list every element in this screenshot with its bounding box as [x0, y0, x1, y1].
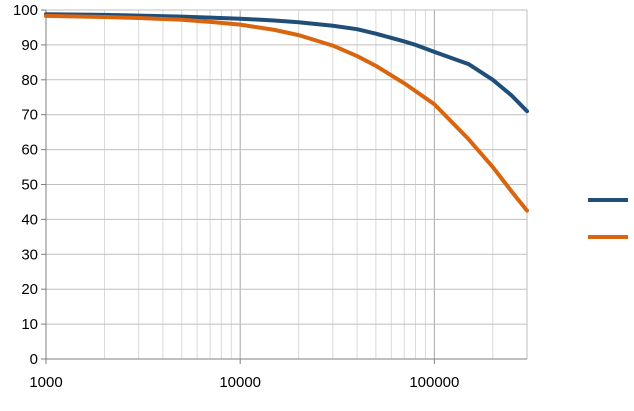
y-tick-label: 80: [21, 72, 38, 89]
series-line-1: [44, 12, 529, 114]
y-tick-label: 60: [21, 142, 38, 159]
axes: [41, 9, 527, 364]
y-tick-label: 50: [21, 177, 38, 194]
y-tick-label: 0: [30, 351, 38, 368]
y-tick-label: 90: [21, 37, 38, 54]
x-tick-labels: 1000 10000 100000: [29, 374, 459, 391]
y-tick-label: 30: [21, 246, 38, 263]
y-tick-labels: 0 10 20 30 40 50 60 70 80 90 100: [13, 2, 38, 368]
y-tick-label: 70: [21, 107, 38, 124]
x-tick-label: 1000: [29, 374, 62, 391]
series-layer: [44, 12, 529, 213]
grid: [45, 9, 528, 360]
y-tick-label: 20: [21, 281, 38, 298]
x-tick-label: 100000: [409, 374, 459, 391]
y-tick-label: 100: [13, 2, 38, 19]
series-line-2: [44, 13, 529, 213]
x-tick-label: 10000: [219, 374, 261, 391]
y-tick-label: 40: [21, 211, 38, 228]
y-tick-label: 10: [21, 316, 38, 333]
legend: [588, 198, 628, 239]
